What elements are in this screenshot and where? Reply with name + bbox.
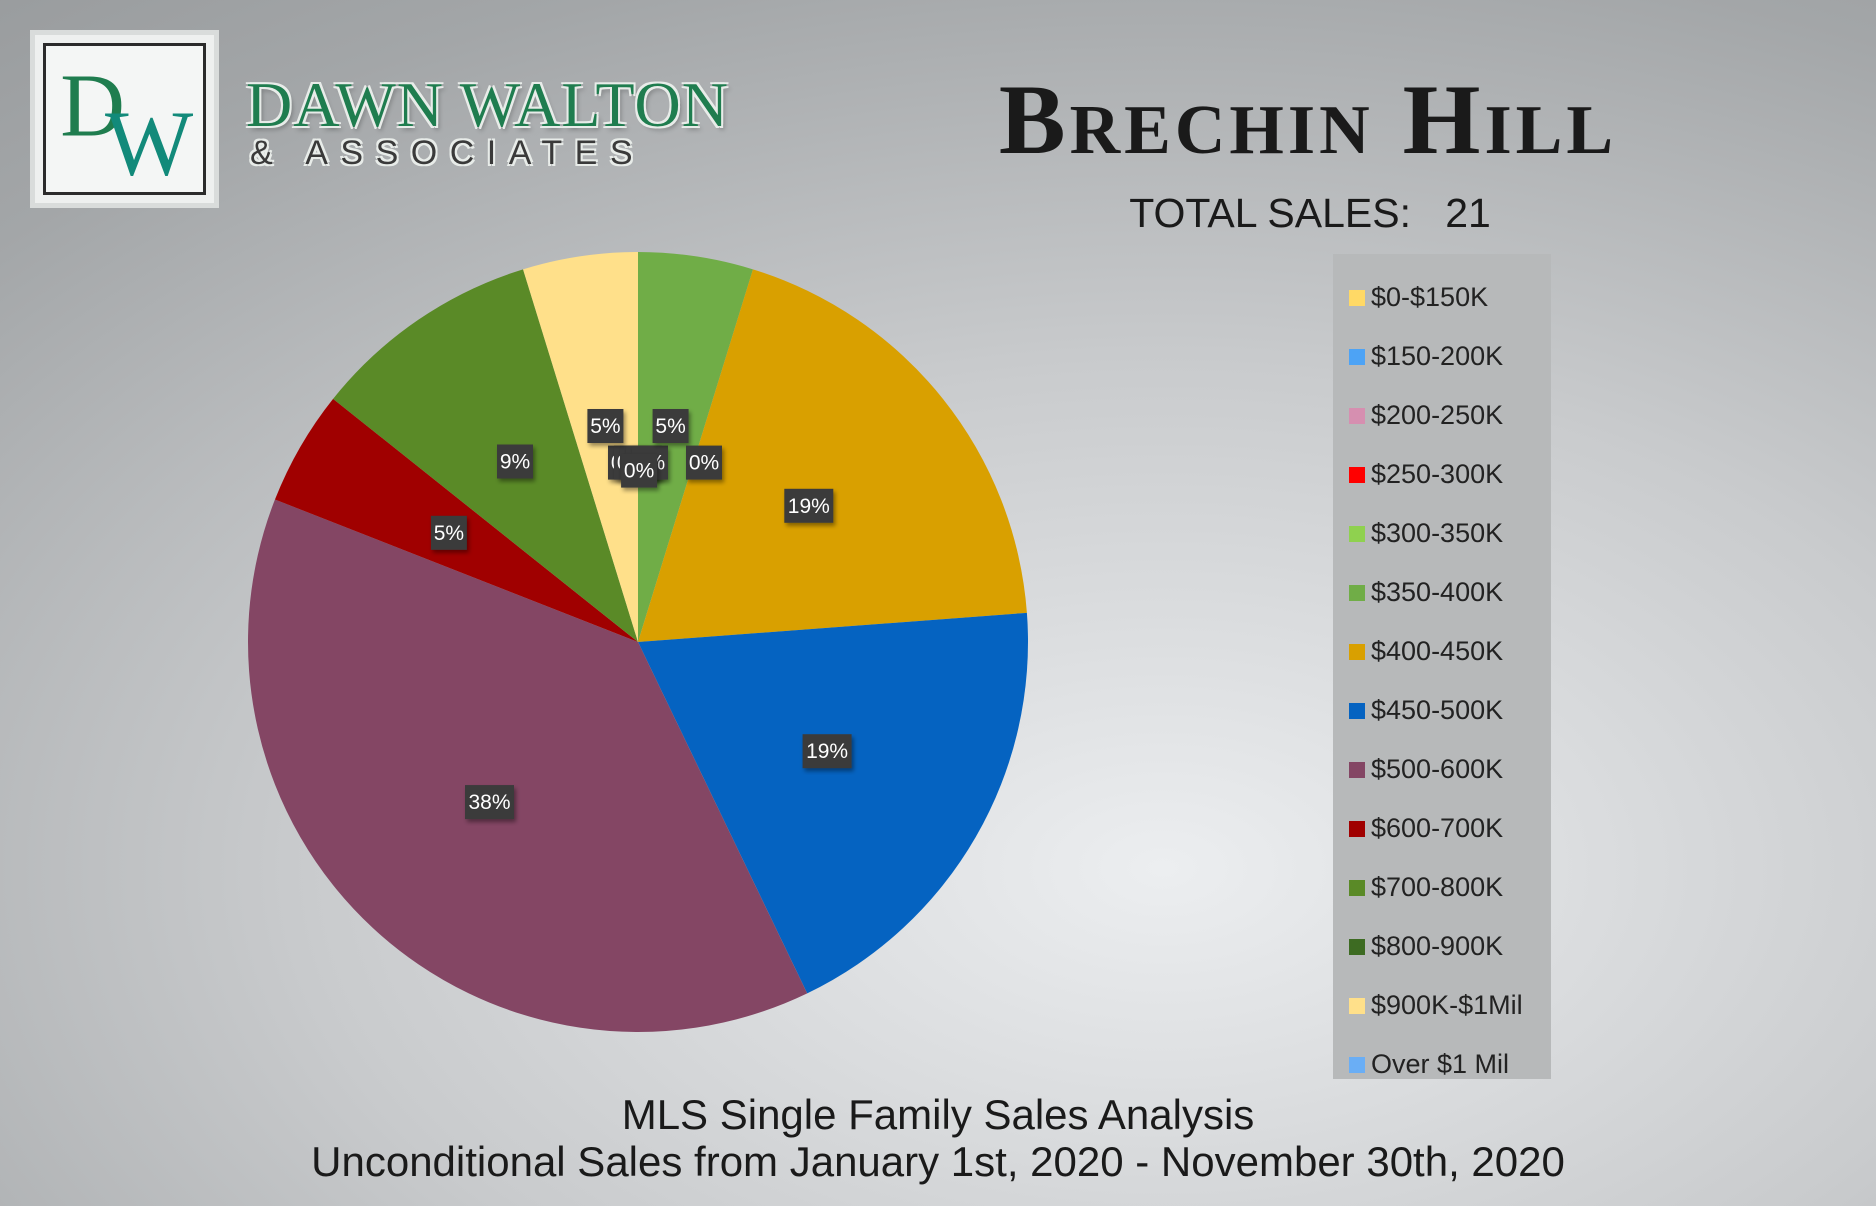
logo-monogram: D W [60, 57, 194, 192]
chart-legend: $0-$150K $150-200K $200-250K $250-300K $300-… [1333, 254, 1551, 1079]
legend-label: $400-450K [1371, 636, 1504, 666]
legend-swatch [1349, 525, 1365, 542]
legend-label: $600-700K [1371, 813, 1504, 843]
legend-label: $900K-$1Mil [1371, 990, 1523, 1020]
data-label-text: 5% [590, 415, 620, 438]
pie-data-labels: 0%0%0%0%0%5%19%19%38%5%9%0%5%0% [430, 409, 852, 820]
footer-date-range: Unconditional Sales from January 1st, 20… [311, 1138, 1565, 1185]
legend-swatch [1349, 289, 1365, 306]
legend-label: $150-200K [1371, 341, 1504, 371]
data-label-700-800k: 9% [497, 444, 533, 479]
legend-swatch [1349, 761, 1365, 778]
legend-swatch [1349, 466, 1365, 483]
legend-item-700-800k: $700-800K [1333, 858, 1551, 917]
footer-heading: MLS Single Family Sales Analysis [621, 1091, 1255, 1138]
data-label-box [802, 734, 852, 769]
legend-label: $700-800K [1371, 872, 1504, 902]
legend-item-200-250k: $200-250K [1333, 386, 1551, 445]
legend-item-350-400k: $350-400K [1333, 563, 1551, 622]
logo-monogram-d: D [60, 57, 125, 156]
data-label-text: 5% [434, 522, 464, 545]
legend-item-400-450k: $400-450K [1333, 622, 1551, 681]
brand-subtitle: & ASSOCIATES [250, 134, 646, 172]
data-label-450-500k: 19% [802, 734, 852, 769]
data-label-box [497, 444, 533, 479]
data-label-600-700k: 5% [430, 515, 467, 550]
legend-item-600-700k: $600-700K [1333, 799, 1551, 858]
legend-swatch [1349, 997, 1365, 1014]
data-label-box [784, 488, 834, 523]
data-label-text: 19% [806, 740, 848, 763]
legend-swatch [1349, 407, 1365, 424]
data-label-400-450k: 19% [784, 488, 834, 523]
slice-450-500k [638, 612, 1029, 994]
legend-swatch [1349, 1056, 1365, 1073]
data-label-box [430, 515, 467, 550]
brand-name: DAWN WALTON [246, 69, 729, 140]
legend-item-800-900k: $800-900K [1333, 917, 1551, 976]
logo: D W [30, 30, 219, 208]
legend-label: $200-250K [1371, 400, 1504, 430]
page-title: Brechin Hill [998, 64, 1618, 175]
data-label-900k-1mil: 5% [587, 409, 624, 443]
data-label-text: 0% [689, 452, 719, 475]
legend-swatch [1349, 938, 1365, 955]
data-label-box [465, 785, 514, 820]
legend-swatch [1349, 584, 1365, 601]
legend-label: $450-500K [1371, 695, 1504, 725]
data-label-text: 38% [468, 791, 510, 814]
legend-item-300-350k: $300-350K [1333, 504, 1551, 563]
legend-label: $300-350K [1371, 518, 1504, 548]
legend-swatch [1349, 879, 1365, 896]
legend-item-0-150k: $0-$150K [1333, 268, 1551, 327]
legend-swatch [1349, 820, 1365, 837]
data-label-box [587, 409, 624, 443]
legend-item-900k-1mil: $900K-$1Mil [1333, 976, 1551, 1035]
legend-label: $800-900K [1371, 931, 1504, 961]
logo-monogram-w: W [105, 92, 194, 192]
data-label-text: 9% [500, 451, 530, 474]
data-label-500-600k: 38% [465, 785, 514, 820]
legend-label: $250-300K [1371, 459, 1504, 489]
total-sales-value: 21 [1445, 190, 1491, 236]
legend-item-over-1-mil: Over $1 Mil [1333, 1035, 1551, 1094]
slice-700-800k [333, 269, 638, 642]
data-label-text: 0% [624, 460, 654, 483]
slice-500-600k [248, 499, 808, 1032]
slice-900k-1mil [523, 252, 638, 642]
data-label-box [652, 409, 689, 443]
legend-label: $500-600K [1371, 754, 1504, 784]
legend-label: $0-$150K [1371, 282, 1489, 312]
total-sales-label: TOTAL SALES: [1129, 190, 1411, 236]
logo-frame: D W [43, 43, 206, 195]
legend-item-150-200k: $150-200K [1333, 327, 1551, 386]
data-label-box [686, 445, 722, 480]
legend-swatch [1349, 643, 1365, 660]
legend-item-500-600k: $500-600K [1333, 740, 1551, 799]
legend-item-450-500k: $450-500K [1333, 681, 1551, 740]
legend-label: $350-400K [1371, 577, 1504, 607]
legend-swatch [1349, 702, 1365, 719]
total-sales: TOTAL SALES: 21 [1060, 190, 1560, 237]
slice-400-450k [638, 269, 1027, 642]
legend-swatch [1349, 348, 1365, 365]
legend-label: Over $1 Mil [1371, 1049, 1510, 1079]
legend-item-250-300k: $250-300K [1333, 445, 1551, 504]
data-label-text: 5% [655, 415, 685, 438]
data-label-800-900k: 0% [621, 453, 658, 488]
data-label-over-1-mil: 0% [686, 445, 722, 480]
data-label-box [621, 453, 658, 488]
data-label-350-400k: 5% [652, 409, 689, 443]
data-label-text: 19% [788, 495, 830, 518]
pie-slices [248, 252, 1029, 1032]
